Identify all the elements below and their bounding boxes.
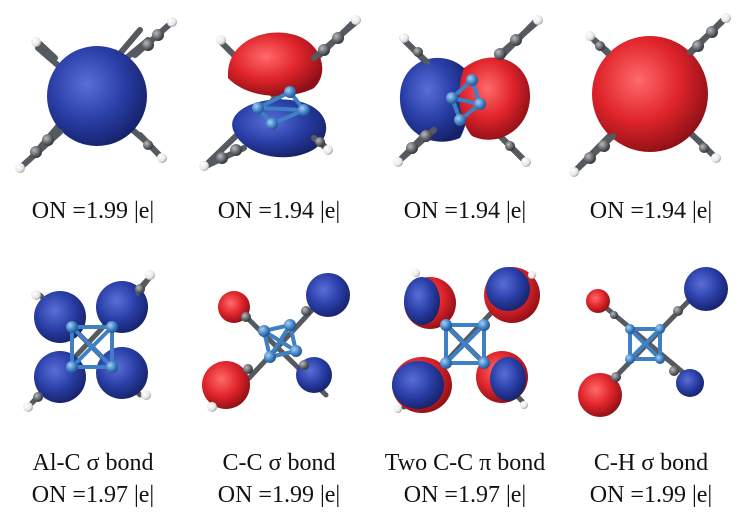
occupation-number: ON =1.97 |e| xyxy=(403,482,527,508)
occupation-number: ON =1.97 |e| xyxy=(31,482,155,508)
orbital-isosurface-figure xyxy=(393,15,543,167)
orbital-isosurface-figure xyxy=(578,267,728,417)
red-lobe xyxy=(586,289,610,313)
blue-lobe xyxy=(392,361,444,409)
orbital-isosurface-figure xyxy=(569,13,731,177)
blue-lobe xyxy=(676,369,704,397)
bond-label: C-C σ bond xyxy=(222,450,336,476)
occupation-number: ON =1.99 |e| xyxy=(217,482,341,508)
blue-lobe xyxy=(96,347,148,399)
orbital-isosurface-figure xyxy=(392,267,540,413)
blue-lobe xyxy=(47,46,147,146)
red-lobe xyxy=(578,373,622,417)
bond-label: C-H σ bond xyxy=(593,450,709,476)
blue-lobe xyxy=(404,277,440,325)
blue-lobe xyxy=(306,273,350,317)
blue-lobe xyxy=(486,267,530,311)
occupation-number: ON =1.99 |e| xyxy=(31,198,155,224)
red-lobe xyxy=(227,32,323,96)
bond-label: Al-C σ bond xyxy=(32,450,154,476)
blue-lobe xyxy=(96,281,148,333)
bond-label: Two C-C π bond xyxy=(384,450,546,476)
orbital-isosurface-figure xyxy=(202,273,350,412)
red-lobe xyxy=(202,361,250,409)
occupation-number: ON =1.94 |e| xyxy=(589,198,713,224)
orbital-isosurface-figure xyxy=(199,15,361,171)
red-lobe xyxy=(459,57,530,140)
blue-lobe xyxy=(399,57,469,142)
orbital-isosurface-figure xyxy=(15,17,177,173)
orbital-isosurface-figure xyxy=(23,270,155,412)
occupation-number: ON =1.94 |e| xyxy=(403,198,527,224)
occupation-number: ON =1.99 |e| xyxy=(589,482,713,508)
blue-lobe xyxy=(490,357,526,401)
red-lobe xyxy=(592,36,708,152)
blue-lobe xyxy=(684,267,728,311)
occupation-number: ON =1.94 |e| xyxy=(217,198,341,224)
